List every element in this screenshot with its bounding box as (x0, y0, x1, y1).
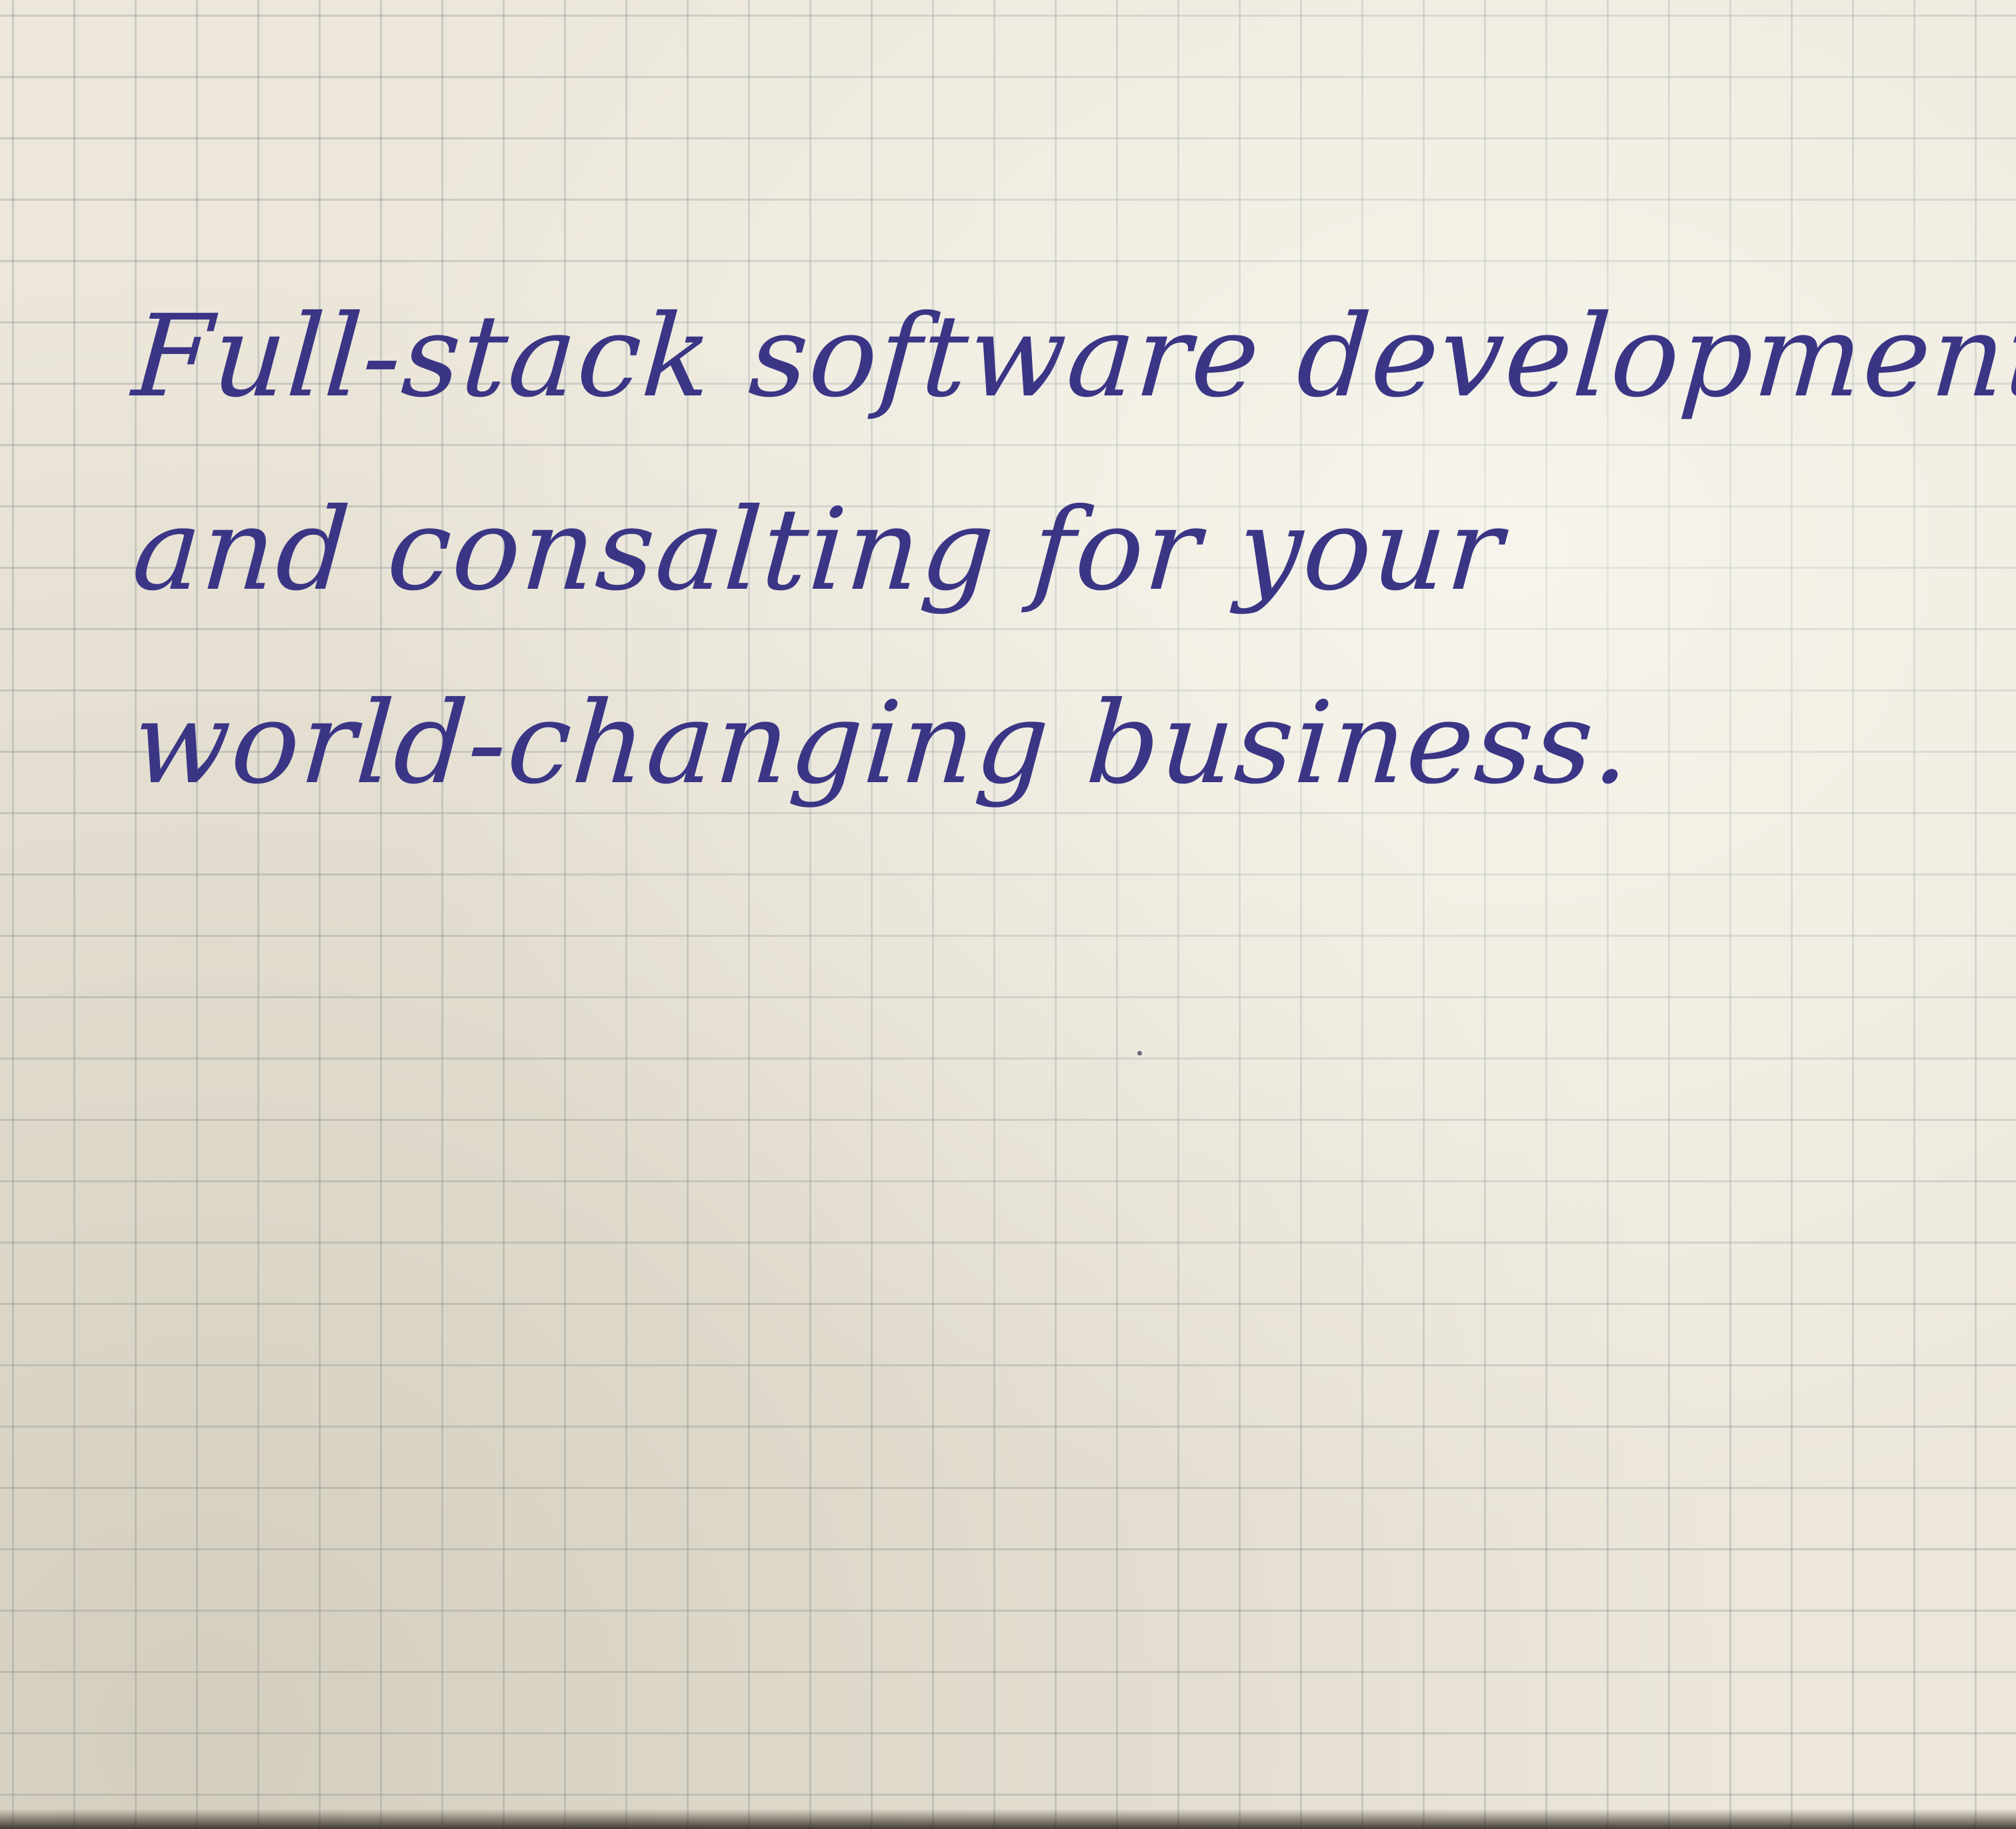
handwritten-note: Full-stack software development and cons… (129, 260, 2016, 840)
ink-speck (1137, 1051, 1142, 1056)
handwritten-line: and consalting for your (129, 484, 1508, 616)
page-edge-shadow (0, 1809, 2016, 1829)
handwritten-line: Full-stack software development (129, 291, 2016, 423)
handwritten-line: world-changing business. (129, 677, 1637, 809)
